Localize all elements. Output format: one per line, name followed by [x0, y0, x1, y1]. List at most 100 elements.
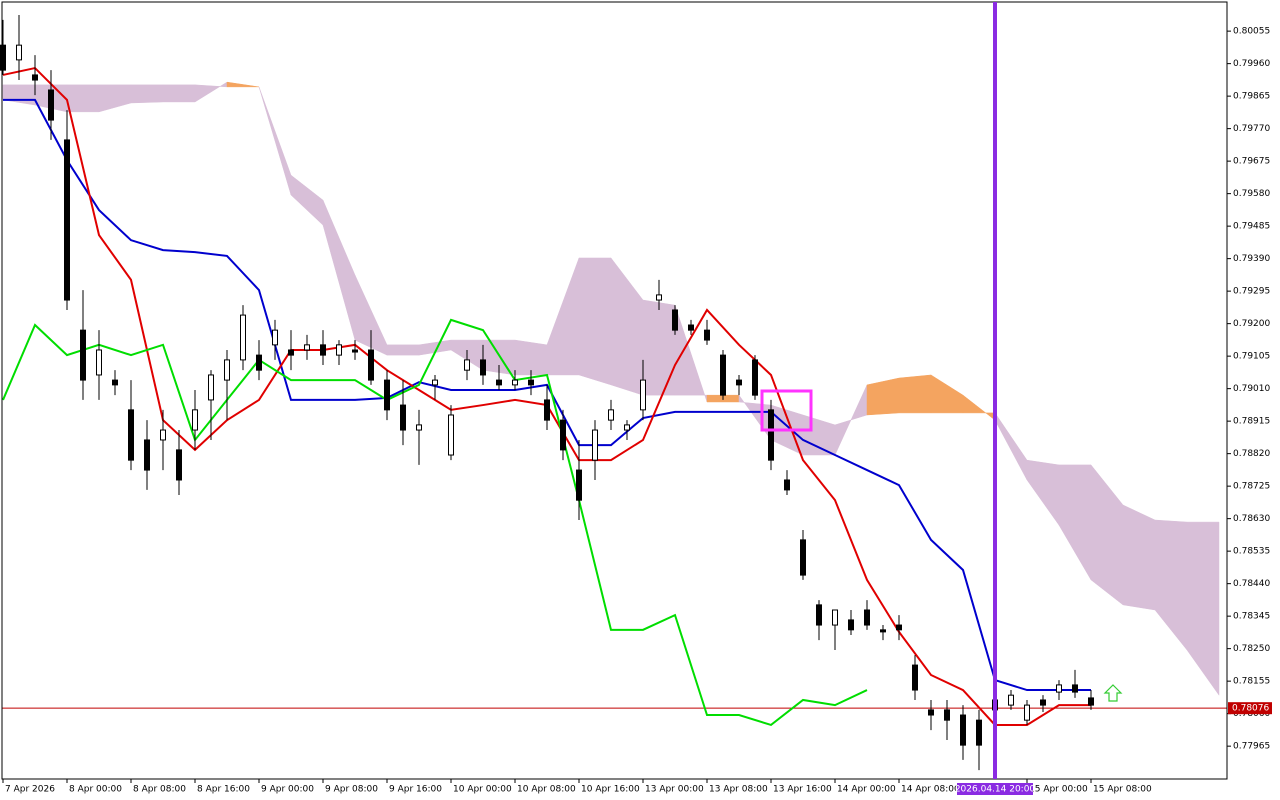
candle-body	[976, 719, 982, 746]
y-tick-label: 0.80055	[1233, 27, 1270, 37]
y-tick-label: 0.79390	[1233, 254, 1270, 264]
candle-body	[560, 419, 566, 451]
x-tick-label: 10 Apr 16:00	[581, 785, 640, 795]
candle-body	[720, 354, 726, 396]
candle-body	[48, 89, 54, 121]
candle-body	[928, 709, 934, 716]
candle-body	[832, 609, 838, 626]
y-tick-label: 0.78440	[1233, 579, 1270, 589]
cloud-segment	[514, 339, 548, 376]
candle-body	[864, 609, 870, 626]
y-tick-label: 0.79200	[1233, 319, 1270, 329]
y-tick-label: 0.79865	[1233, 92, 1270, 102]
candle-body	[64, 139, 70, 301]
y-tick-label: 0.78250	[1233, 644, 1270, 654]
candle-body	[736, 379, 742, 386]
cloud-segment	[66, 84, 100, 113]
x-tick-label: 10 Apr 08:00	[517, 785, 576, 795]
candle-body	[784, 479, 790, 491]
y-tick-label: 0.78630	[1233, 514, 1270, 524]
current-price-tag	[1228, 702, 1272, 715]
y-tick-label: 0.79960	[1233, 59, 1270, 69]
x-tick-label: 7 Apr 2026	[5, 785, 55, 795]
candle-body	[272, 329, 278, 346]
cloud-segment	[130, 84, 164, 104]
y-tick-label: 0.79295	[1233, 287, 1270, 297]
x-tick-label: 14 Apr 00:00	[837, 785, 896, 795]
candle-body	[912, 664, 918, 691]
candle-body	[384, 379, 390, 411]
y-tick-label: 0.78820	[1233, 449, 1270, 459]
candle-body	[880, 629, 886, 633]
y-tick-label: 0.78535	[1233, 547, 1270, 557]
candle-body	[1040, 699, 1046, 706]
y-tick-label: 0.78915	[1233, 417, 1270, 427]
drawn-objects	[760, 389, 1123, 702]
candle-body	[512, 379, 518, 386]
candle-body	[1024, 704, 1030, 721]
candle-body	[1008, 694, 1014, 706]
cursor-label: 2026.04.14 20:00	[955, 785, 1036, 795]
candle-body	[432, 379, 438, 386]
y-tick-label: 0.79010	[1233, 384, 1270, 394]
candle-body	[224, 359, 230, 381]
y-tick-label: 0.79675	[1233, 157, 1270, 167]
candle-body	[1088, 697, 1094, 706]
candle-body	[704, 329, 710, 341]
candle-body	[16, 44, 22, 61]
x-tick-label: 8 Apr 16:00	[197, 785, 250, 795]
candle-body	[544, 399, 550, 421]
candle-body	[416, 424, 422, 431]
candle-body	[944, 709, 950, 721]
x-tick-label: 8 Apr 00:00	[69, 785, 122, 795]
y-tick-label: 0.78155	[1233, 677, 1270, 687]
candle-body	[624, 424, 630, 431]
y-tick-label: 0.79105	[1233, 352, 1270, 362]
indicator-line	[3, 98, 1091, 692]
x-tick-label: 10 Apr 00:00	[453, 785, 512, 795]
candle-body	[160, 429, 166, 441]
y-tick-label: 0.78725	[1233, 482, 1270, 492]
candle-body	[640, 379, 646, 411]
candle-body	[480, 359, 486, 376]
candle-body	[288, 349, 294, 356]
cloud-segment	[898, 374, 932, 414]
x-tick-label: 13 Apr 00:00	[645, 785, 704, 795]
x-tick-label: 15 Apr 00:00	[1029, 785, 1088, 795]
cloud-segment	[578, 257, 612, 386]
candle-body	[176, 449, 182, 481]
x-tick-label: 8 Apr 08:00	[133, 785, 186, 795]
x-tick-label: 9 Apr 16:00	[389, 785, 442, 795]
candle-body	[848, 619, 854, 631]
candle-body	[336, 344, 342, 356]
candle-body	[592, 429, 598, 461]
cloud-segment	[642, 299, 676, 396]
y-tick-label: 0.77965	[1233, 742, 1270, 752]
candle-body	[0, 44, 6, 71]
candle-body	[96, 349, 102, 376]
x-tick-label: 15 Apr 08:00	[1093, 785, 1152, 795]
candle-body	[896, 624, 902, 631]
candle-body	[528, 379, 534, 386]
candle-body	[144, 439, 150, 471]
y-tick-label: 0.79580	[1233, 189, 1270, 199]
plot-area	[0, 15, 1227, 771]
candle-body	[80, 329, 86, 381]
y-tick-label: 0.78345	[1233, 612, 1270, 622]
candle-body	[464, 359, 470, 371]
candle-body	[768, 409, 774, 461]
indicator-line	[2, 318, 868, 727]
candle-body	[672, 309, 678, 331]
buy-arrow	[1103, 684, 1123, 702]
candle-body	[1056, 684, 1062, 693]
candle-body	[368, 349, 374, 381]
candle-body	[128, 409, 134, 461]
candle-body	[960, 714, 966, 746]
candle-body	[112, 379, 118, 386]
highlight-box	[760, 389, 813, 432]
x-tick-label: 13 Apr 16:00	[773, 785, 832, 795]
cloud-segment	[1122, 504, 1156, 611]
candle-body	[656, 294, 662, 301]
candle-body	[32, 74, 38, 81]
